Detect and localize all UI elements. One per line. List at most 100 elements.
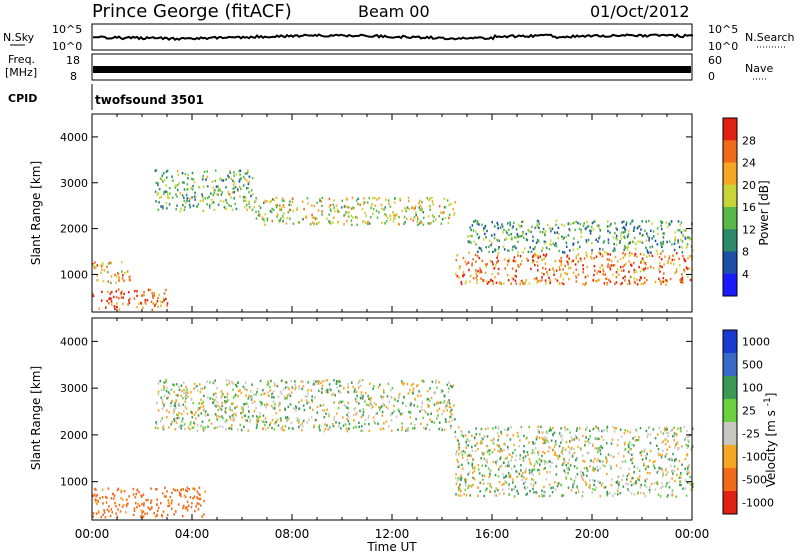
velocity-cell xyxy=(671,491,674,494)
velocity-cell xyxy=(267,391,269,394)
velocity-cell xyxy=(489,473,491,476)
power-cell xyxy=(641,257,644,260)
velocity-cell xyxy=(94,487,96,491)
power-cell xyxy=(363,202,365,205)
velocity-cell xyxy=(284,425,287,428)
power-cell xyxy=(633,271,636,274)
velocity-cell xyxy=(458,443,460,446)
velocity-cell xyxy=(644,484,646,487)
power-cell xyxy=(353,207,355,210)
velocity-cell xyxy=(307,401,310,404)
velocity-cell xyxy=(315,418,317,422)
velocity-cell xyxy=(203,513,205,516)
power-cell xyxy=(330,222,332,225)
power-cell xyxy=(525,238,528,241)
power-cell xyxy=(544,233,546,237)
velocity-cell xyxy=(662,475,664,478)
power-cell xyxy=(183,181,185,184)
power-cell xyxy=(645,220,647,223)
velocity-cell xyxy=(232,417,234,421)
velocity-cell xyxy=(267,403,269,407)
power-cell xyxy=(117,288,120,291)
velocity-cell xyxy=(585,466,588,470)
power-cell xyxy=(678,229,681,232)
velocity-cell xyxy=(514,459,517,462)
power-cell xyxy=(270,211,273,214)
velocity-cell xyxy=(221,394,223,397)
power-cell xyxy=(505,230,508,233)
power-cell xyxy=(660,282,662,286)
velocity-cell xyxy=(166,386,168,390)
velocity-cell xyxy=(497,449,499,453)
velocity-cell xyxy=(547,440,549,444)
velocity-cell xyxy=(312,380,315,383)
velocity-cell xyxy=(167,391,170,394)
power-cell xyxy=(251,208,254,211)
velocity-cell xyxy=(548,446,551,449)
power-cell xyxy=(497,251,500,254)
power-cell xyxy=(488,239,491,242)
velocity-cell xyxy=(200,402,203,405)
velocity-cell xyxy=(232,402,234,405)
velocity-cell xyxy=(554,440,557,443)
power-cell xyxy=(374,204,376,207)
power-cell xyxy=(155,181,157,185)
power-cell xyxy=(658,277,660,280)
velocity-cell xyxy=(479,490,481,493)
power-cell xyxy=(621,221,623,224)
power-cell xyxy=(416,220,418,223)
velocity-cell xyxy=(520,469,522,472)
velocity-cell xyxy=(611,438,614,441)
power-cell xyxy=(486,282,489,285)
velocity-cell xyxy=(184,395,187,398)
velocity-cell xyxy=(661,468,663,471)
velocity-cell xyxy=(510,467,513,470)
power-cell xyxy=(435,218,437,221)
velocity-cell xyxy=(209,381,211,384)
velocity-cell xyxy=(250,395,252,398)
power-cell xyxy=(564,264,566,268)
velocity-cell xyxy=(556,484,559,488)
power-cell xyxy=(161,300,164,304)
power-cell xyxy=(212,193,215,197)
power-cell xyxy=(231,191,234,194)
power-cell xyxy=(488,280,490,284)
velocity-cell xyxy=(350,381,353,384)
velocity-cell xyxy=(593,479,596,483)
power-cell xyxy=(240,187,242,191)
velocity-cell xyxy=(515,470,517,473)
noise-left-tick-bottom: 10^0 xyxy=(52,40,82,53)
velocity-cell xyxy=(560,484,563,487)
power-cell xyxy=(162,205,164,208)
power-cell xyxy=(559,259,561,262)
power-cell xyxy=(508,260,511,263)
power-cell xyxy=(601,264,603,267)
velocity-cell xyxy=(247,429,249,432)
power-cell xyxy=(539,280,541,283)
velocity-cell xyxy=(195,505,197,508)
velocity-cell xyxy=(318,424,321,427)
power-cell xyxy=(343,213,346,217)
power-cell xyxy=(328,197,331,201)
power-cell xyxy=(432,220,435,223)
power-cell xyxy=(552,242,555,245)
velocity-cell xyxy=(581,494,584,498)
velocity-cell xyxy=(454,435,457,439)
velocity-cell xyxy=(515,454,517,457)
velocity-cell xyxy=(262,420,264,423)
power-cell xyxy=(610,222,612,226)
power-cell xyxy=(646,249,649,252)
velocity-cell xyxy=(370,403,373,406)
velocity-cell xyxy=(122,503,125,507)
velocity-cell xyxy=(215,395,218,399)
power-cell xyxy=(199,199,202,203)
power-cell xyxy=(443,206,446,209)
power-cell xyxy=(572,271,575,274)
power-cell xyxy=(610,260,613,263)
power-cell xyxy=(510,232,513,236)
power-cell xyxy=(471,264,473,267)
velocity-cell xyxy=(174,428,177,431)
power-cell xyxy=(303,207,305,211)
velocity-cell xyxy=(576,473,579,476)
power-cell xyxy=(350,219,353,222)
